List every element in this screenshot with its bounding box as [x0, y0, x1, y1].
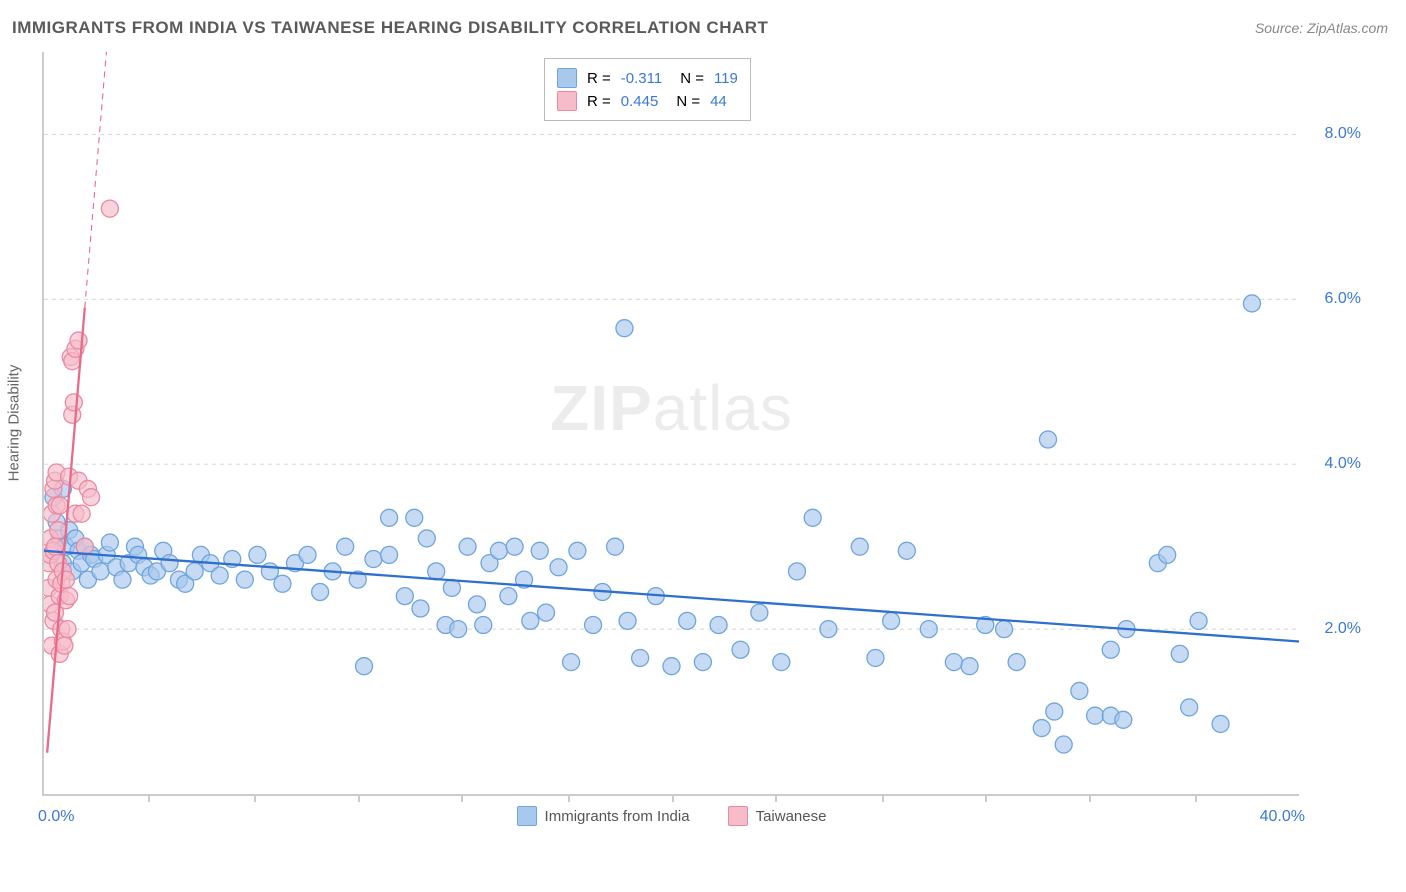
stats-legend: R =-0.311 N =119 R =0.445 N =44 — [544, 58, 751, 121]
chart-title: IMMIGRANTS FROM INDIA VS TAIWANESE HEARI… — [12, 18, 768, 38]
x-tick-mark — [672, 794, 674, 802]
x-tick-mark — [775, 794, 777, 802]
y-axis-label: Hearing Disability — [6, 365, 23, 482]
scatter-plot-area: Hearing Disability ZIPatlas 0.0% 40.0% R… — [42, 52, 1299, 796]
x-tick-mark — [568, 794, 570, 802]
trend-lines-layer — [44, 52, 1299, 794]
x-tick-mark — [148, 794, 150, 802]
x-tick-mark — [254, 794, 256, 802]
x-tick-mark — [461, 794, 463, 802]
x-tick-mark — [985, 794, 987, 802]
x-tick-mark — [1089, 794, 1091, 802]
x-tick-mark — [882, 794, 884, 802]
x-tick-mark — [1195, 794, 1197, 802]
legend-item: Taiwanese — [728, 806, 827, 826]
stats-legend-row: R =-0.311 N =119 — [557, 68, 738, 88]
series-legend: Immigrants from India Taiwanese — [44, 806, 1299, 826]
y-tick-label: 8.0% — [1325, 125, 1361, 143]
legend-item: Immigrants from India — [517, 806, 690, 826]
source-attribution: Source: ZipAtlas.com — [1255, 20, 1388, 36]
y-tick-label: 4.0% — [1325, 455, 1361, 473]
y-tick-label: 6.0% — [1325, 290, 1361, 308]
stats-legend-row: R =0.445 N =44 — [557, 91, 738, 111]
x-tick-mark — [358, 794, 360, 802]
y-tick-label: 2.0% — [1325, 620, 1361, 638]
